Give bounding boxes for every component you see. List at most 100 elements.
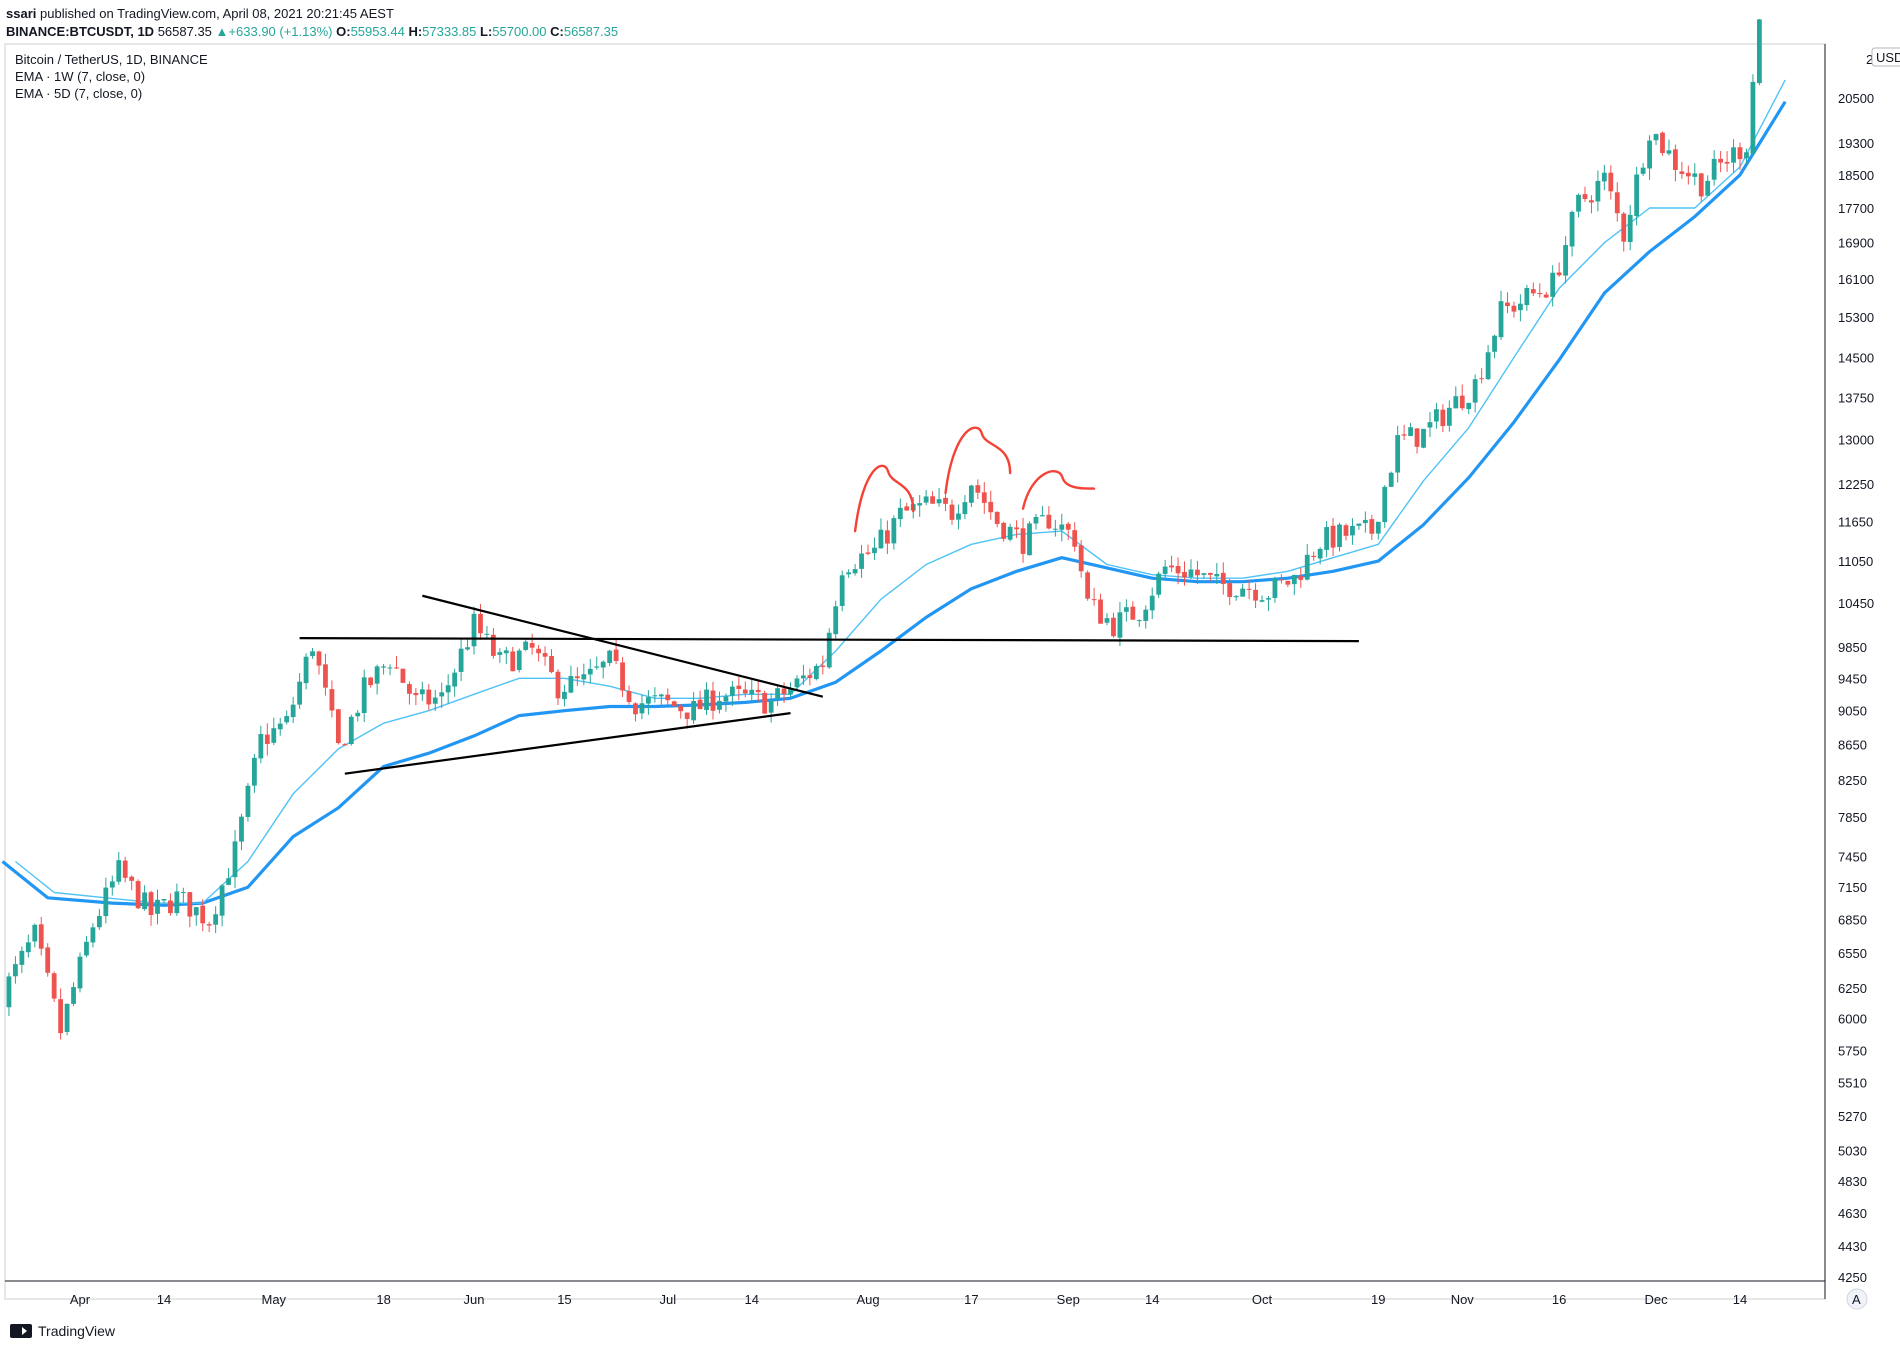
- candle-body: [329, 689, 335, 711]
- candle-body: [523, 641, 529, 650]
- y-tick-label: 13000: [1838, 432, 1874, 447]
- candle-body: [348, 716, 354, 745]
- price-change: +633.90 (+1.13%): [228, 24, 333, 39]
- resistance-line: [299, 637, 1359, 643]
- candle-body: [239, 816, 244, 842]
- candle-body: [1673, 149, 1678, 170]
- candle-body: [762, 692, 768, 714]
- candle-body: [419, 689, 425, 695]
- candle-body: [1259, 600, 1265, 602]
- candle-body: [342, 744, 348, 746]
- candle-body: [1511, 305, 1517, 312]
- x-tick-label: 14: [1145, 1292, 1159, 1307]
- price-axis[interactable]: 4250 4430 4630 4830 5030 5270 5510 5750 6000 6250…: [1838, 52, 1874, 1285]
- candle-body: [1382, 486, 1388, 523]
- candle-body: [1485, 352, 1491, 380]
- candle-body: [1279, 579, 1284, 581]
- candle-body: [600, 661, 606, 668]
- ema-5d-line: [14, 79, 1786, 904]
- candle-body: [1614, 192, 1620, 214]
- x-tick-label: Apr: [70, 1292, 91, 1307]
- candle-body: [361, 677, 367, 714]
- candle-body: [775, 688, 780, 700]
- tradingview-brand[interactable]: TradingView: [10, 1323, 115, 1339]
- y-tick-label: 13750: [1838, 390, 1874, 405]
- candle-body: [949, 504, 955, 520]
- author-name[interactable]: ssari: [6, 6, 37, 21]
- y-tick-label: 5510: [1838, 1075, 1867, 1090]
- candle-body: [1117, 612, 1123, 638]
- candle-body: [1666, 150, 1672, 154]
- tradingview-logo-icon: [10, 1324, 32, 1338]
- candle-body: [1162, 566, 1168, 574]
- candle-body: [671, 701, 677, 706]
- candle-body: [956, 513, 961, 520]
- y-tick-label: 9850: [1838, 640, 1867, 655]
- candle-body: [1421, 428, 1426, 448]
- candle-body: [1098, 599, 1103, 624]
- candle-body: [1246, 588, 1252, 590]
- candle-body: [25, 942, 31, 953]
- candle-body: [226, 878, 231, 885]
- y-tick-label: 6000: [1838, 1012, 1867, 1027]
- head-arc: [944, 426, 1012, 495]
- currency-badge[interactable]: USDT: [1871, 47, 1900, 67]
- y-tick-label: 14500: [1838, 350, 1874, 365]
- y-tick-label: 4430: [1838, 1239, 1867, 1254]
- y-tick-label: 8650: [1838, 738, 1867, 753]
- candle-body: [206, 924, 212, 926]
- candle-body: [310, 651, 315, 657]
- candle-body: [594, 666, 600, 668]
- candle-body: [135, 881, 141, 909]
- candle-body: [368, 677, 374, 686]
- candle-body: [1072, 530, 1078, 547]
- candle-body: [1731, 147, 1736, 163]
- candle-body: [45, 947, 51, 973]
- x-tick-label: Oct: [1252, 1292, 1273, 1307]
- candle-body: [891, 518, 897, 544]
- candle-body: [1427, 422, 1433, 428]
- candle-body: [1582, 194, 1588, 200]
- candle-body: [1685, 172, 1691, 177]
- candle-body: [878, 529, 884, 549]
- candle-body: [445, 685, 451, 693]
- candle-body: [323, 664, 328, 688]
- candle-body: [1220, 572, 1226, 584]
- candle-body: [755, 689, 761, 693]
- candle-body: [710, 690, 716, 711]
- candle-body: [335, 709, 341, 743]
- x-tick-label: Aug: [856, 1292, 879, 1307]
- candle-body: [1744, 152, 1749, 159]
- candle-body: [1446, 407, 1452, 426]
- candle-body: [1007, 526, 1013, 540]
- candle-body: [1362, 519, 1368, 524]
- candle-body: [71, 987, 76, 1004]
- time-axis[interactable]: Apr 14 May 18 Jun 15 Jul 14 Aug 17 Sep 14 Oct 19 Nov 16…: [70, 1292, 1747, 1307]
- candle-body: [1040, 515, 1045, 517]
- candle-body: [1724, 161, 1730, 164]
- candle-body: [658, 694, 664, 697]
- candle-body: [820, 665, 826, 667]
- y-tick-label: 9050: [1838, 704, 1867, 719]
- candle-body: [646, 697, 651, 704]
- candle-body: [1505, 302, 1510, 307]
- candle-body: [1130, 606, 1136, 620]
- candle-body: [620, 662, 625, 691]
- ema-5d-series: [14, 79, 1786, 904]
- x-tick-label: 18: [376, 1292, 390, 1307]
- candle-body: [19, 950, 25, 965]
- candle-body: [1207, 573, 1213, 575]
- candle-body: [1169, 565, 1174, 568]
- auto-scale-button[interactable]: A: [1846, 1288, 1868, 1310]
- candle-body: [968, 485, 974, 503]
- ohlc-close-label: C:: [550, 24, 564, 39]
- candle-body: [930, 496, 936, 504]
- ohlc-low: 55700.00: [492, 24, 547, 39]
- y-tick-label: 8250: [1838, 773, 1867, 788]
- candle-body: [1530, 289, 1536, 294]
- candle-body: [1621, 213, 1627, 242]
- ohlc-close: 56587.35: [563, 24, 619, 39]
- candle-body: [103, 887, 109, 917]
- candle-body: [245, 785, 251, 817]
